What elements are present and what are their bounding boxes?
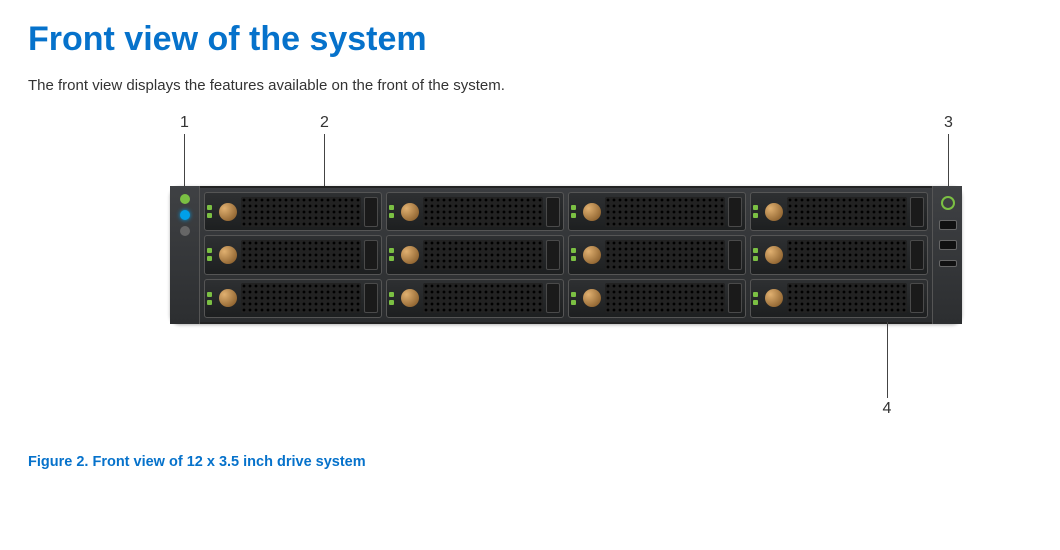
usb-port-icon — [939, 240, 957, 250]
drive-grille — [423, 240, 543, 270]
drive-release-icon — [401, 203, 419, 221]
drive-grille — [241, 240, 361, 270]
drive-grille — [241, 283, 361, 313]
drive-handle — [364, 197, 378, 227]
power-button-icon — [941, 196, 955, 210]
drive-led-icon — [751, 236, 761, 273]
drive-handle — [546, 197, 560, 227]
drive-handle — [728, 197, 742, 227]
drive-bay — [204, 235, 382, 274]
drive-release-icon — [401, 289, 419, 307]
vga-port-icon — [939, 220, 957, 230]
drive-handle — [910, 240, 924, 270]
drive-led-icon — [387, 193, 397, 230]
callout-2-label: 2 — [320, 114, 329, 132]
drive-release-icon — [401, 246, 419, 264]
drive-handle — [364, 240, 378, 270]
drive-release-icon — [219, 246, 237, 264]
drive-handle — [546, 283, 560, 313]
drive-led-icon — [205, 280, 215, 317]
drive-led-icon — [751, 193, 761, 230]
drive-bay — [204, 192, 382, 231]
callout-1-label: 1 — [180, 114, 189, 132]
callout-line — [184, 134, 185, 188]
drive-led-icon — [387, 280, 397, 317]
server-chassis — [170, 186, 962, 324]
callout-3-label: 3 — [944, 114, 953, 132]
drive-bay — [568, 192, 746, 231]
drive-led-icon — [569, 280, 579, 317]
system-id-led-icon — [180, 210, 190, 220]
drive-release-icon — [583, 246, 601, 264]
callout-1: 1 — [180, 114, 189, 188]
drive-led-icon — [569, 193, 579, 230]
drive-release-icon — [219, 203, 237, 221]
drive-led-icon — [387, 236, 397, 273]
drive-bay — [386, 235, 564, 274]
drive-grille — [605, 197, 725, 227]
callout-2: 2 — [320, 114, 329, 194]
drive-handle — [728, 240, 742, 270]
callout-4-label: 4 — [882, 400, 892, 418]
drive-led-icon — [205, 193, 215, 230]
drive-bay — [750, 279, 928, 318]
drive-grille — [605, 283, 725, 313]
drive-bay — [750, 192, 928, 231]
drive-release-icon — [765, 246, 783, 264]
figure-caption: Figure 2. Front view of 12 x 3.5 inch dr… — [28, 454, 1032, 470]
callout-line — [948, 134, 949, 192]
drive-release-icon — [219, 289, 237, 307]
drive-bay — [386, 192, 564, 231]
drive-grille — [787, 197, 907, 227]
drive-grille — [605, 240, 725, 270]
drive-led-icon — [205, 236, 215, 273]
drive-led-icon — [751, 280, 761, 317]
drive-bay — [204, 279, 382, 318]
right-control-panel — [932, 186, 962, 324]
callout-3: 3 — [944, 114, 953, 192]
left-control-panel — [170, 186, 200, 324]
drive-bay-grid — [200, 186, 932, 324]
callout-4: 4 — [882, 322, 892, 418]
drive-bay — [568, 235, 746, 274]
drive-release-icon — [765, 203, 783, 221]
drive-handle — [728, 283, 742, 313]
drive-bay — [750, 235, 928, 274]
drive-grille — [787, 283, 907, 313]
indicator-led-icon — [180, 226, 190, 236]
drive-handle — [364, 283, 378, 313]
drive-handle — [910, 197, 924, 227]
drive-grille — [241, 197, 361, 227]
section-description: The front view displays the features ava… — [28, 77, 1032, 94]
drive-grille — [423, 197, 543, 227]
drive-release-icon — [583, 289, 601, 307]
drive-release-icon — [583, 203, 601, 221]
drive-bay — [386, 279, 564, 318]
drive-handle — [546, 240, 560, 270]
drive-led-icon — [569, 236, 579, 273]
drive-handle — [910, 283, 924, 313]
idrac-port-icon — [939, 260, 957, 267]
section-heading: Front view of the system — [28, 20, 1032, 59]
drive-release-icon — [765, 289, 783, 307]
drive-grille — [423, 283, 543, 313]
callout-line — [324, 134, 325, 194]
drive-grille — [787, 240, 907, 270]
status-led-icon — [180, 194, 190, 204]
drive-bay — [568, 279, 746, 318]
figure-container: 1 2 3 — [30, 106, 1030, 436]
callout-line — [887, 322, 888, 398]
